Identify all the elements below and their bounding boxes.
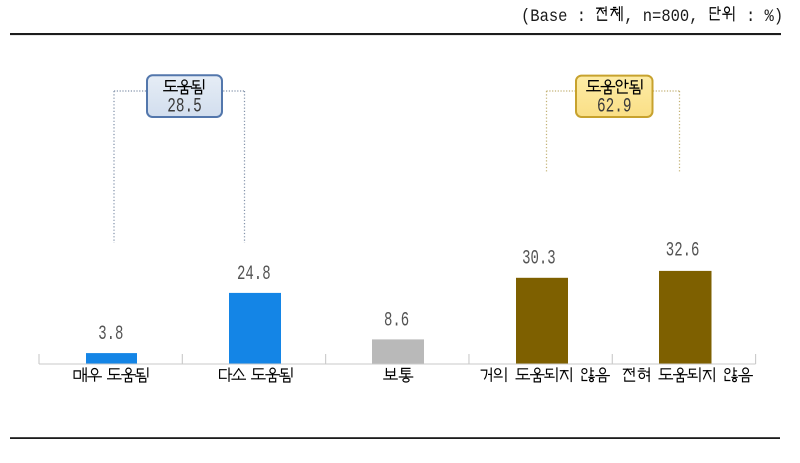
svg-text:3.8: 3.8 [98, 324, 123, 346]
svg-text:8.6: 8.6 [384, 310, 409, 332]
svg-text:28.5: 28.5 [167, 95, 202, 118]
svg-text:, n=800,: , n=800, [624, 6, 708, 26]
svg-text:(Base :: (Base : [521, 6, 595, 26]
svg-text:62.9: 62.9 [597, 95, 632, 118]
svg-text:: %): : %) [737, 6, 783, 26]
svg-text:24.8: 24.8 [237, 264, 271, 286]
svg-text:30.3: 30.3 [522, 249, 556, 271]
svg-text:32.6: 32.6 [666, 241, 700, 263]
